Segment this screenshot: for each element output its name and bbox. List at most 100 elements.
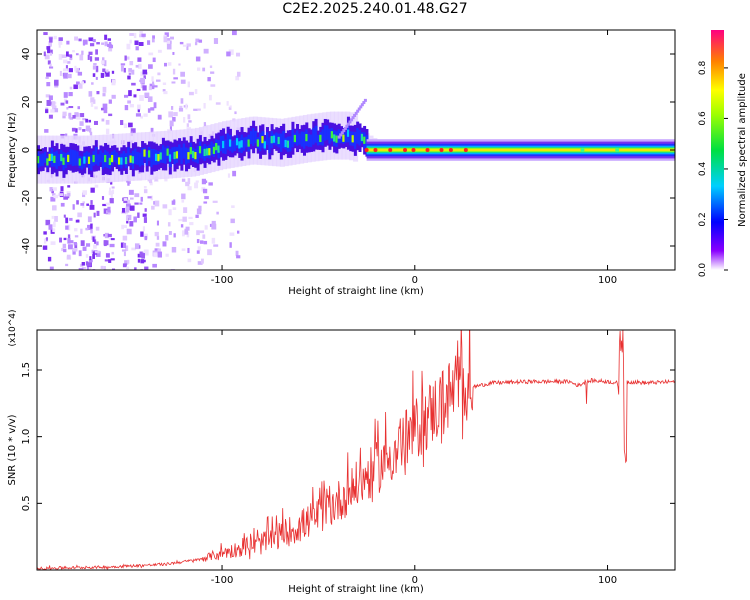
spectrogram-noise-cell xyxy=(101,42,105,45)
spectrogram-noise-cell xyxy=(199,230,205,234)
spectrogram-tail-cell xyxy=(359,105,363,109)
spectrogram-noise-cell xyxy=(69,117,74,120)
spectrogram-noise-cell xyxy=(124,245,129,252)
spectrogram-noise-cell xyxy=(152,35,155,39)
spectrogram-noise-cell xyxy=(137,63,142,69)
spectrogram-noise-cell xyxy=(67,234,71,240)
spectrogram-tail-cell xyxy=(346,122,350,126)
spectrogram-noise-cell xyxy=(48,101,52,105)
spectrogram-noise-cell xyxy=(169,126,172,131)
spectrogram-noise-cell xyxy=(62,114,66,119)
spectrogram-noise-cell xyxy=(111,82,116,86)
spectrogram-noise-cell xyxy=(120,120,124,126)
spectrogram-noise-cell xyxy=(102,93,106,97)
spectrogram-band-cell xyxy=(97,154,101,166)
spectrogram-tail-cell xyxy=(337,135,341,139)
spectrogram-tail-cell xyxy=(345,124,349,128)
spectrogram-band-cell xyxy=(353,131,357,149)
spectrogram-noise-cell xyxy=(53,221,56,228)
spectrogram-band-cell xyxy=(90,154,94,171)
spectrogram-noise-cell xyxy=(188,91,194,96)
spectrogram-noise-cell xyxy=(49,66,54,69)
spectrogram-noise-cell xyxy=(90,227,93,234)
spectrogram-noise-cell xyxy=(63,59,68,64)
spectrogram-noise-cell xyxy=(92,73,96,77)
spectrogram-peak-cell xyxy=(333,134,337,142)
spectrogram-peak-cell xyxy=(37,156,40,164)
spectrogram-noise-cell xyxy=(172,116,176,122)
spectrogram-noise-cell xyxy=(94,250,100,254)
spectrogram-noise-cell xyxy=(90,200,93,205)
spectrogram-noise-cell xyxy=(135,46,139,51)
spectrogram-band-cell xyxy=(150,148,154,168)
spectrogram-noise-cell xyxy=(235,75,240,81)
spectrogram-noise-cell xyxy=(49,266,54,270)
spectrogram-noise-cell xyxy=(94,239,97,244)
spectrogram-noise-cell xyxy=(209,223,213,227)
spectrogram-noise-cell xyxy=(89,43,95,47)
spectrogram-noise-cell xyxy=(162,204,168,209)
spectrogram-noise-cell xyxy=(81,267,86,270)
spectrogram-band-cell xyxy=(323,125,327,141)
spectrogram-noise-cell xyxy=(65,65,68,71)
x-tick-label: -100 xyxy=(211,575,234,586)
spectrogram-noise-cell xyxy=(58,54,63,60)
spectrogram-band-cell xyxy=(291,129,295,148)
spectrogram-noise-cell xyxy=(74,65,77,72)
spectrogram-noise-cell xyxy=(108,41,112,46)
spectrogram-tail-cell xyxy=(357,107,361,111)
spectrogram-noise-cell xyxy=(129,104,134,108)
spectrogram-noise-cell xyxy=(125,215,129,222)
spectrogram-noise-cell xyxy=(150,107,155,111)
spectrogram-noise-cell xyxy=(129,197,134,200)
spectrogram-noise-cell xyxy=(229,232,235,236)
spectrogram-noise-cell xyxy=(102,103,108,109)
spectrogram-noise-cell xyxy=(216,211,219,215)
spectrogram-noise-cell xyxy=(109,198,114,204)
spectrogram-noise-cell xyxy=(148,52,154,56)
spectrogram-band-cell xyxy=(138,152,142,167)
spectrogram-noise-cell xyxy=(207,249,212,256)
spectrogram-peak-cell xyxy=(189,147,193,155)
spectrogram-noise-cell xyxy=(65,133,68,137)
spectrogram-band-cell xyxy=(314,125,318,143)
spectrogram-noise-cell xyxy=(80,203,85,206)
spectrogram-noise-cell xyxy=(48,224,53,230)
spectrogram-noise-cell xyxy=(104,34,108,40)
spectrogram-noise-cell xyxy=(203,201,208,204)
spectrogram-noise-cell xyxy=(96,210,100,216)
spectrogram-noise-cell xyxy=(157,248,161,254)
spectrogram-noise-cell xyxy=(195,38,200,43)
spectrogram-noise-cell xyxy=(80,240,85,246)
spectrogram-noise-cell xyxy=(126,266,130,270)
spectrogram-noise-cell xyxy=(89,204,95,210)
spectrogram-noise-cell xyxy=(44,54,50,60)
spectrogram-band-cell xyxy=(141,148,145,166)
spectrogram-band-cell xyxy=(296,130,300,146)
spectrogram-noise-cell xyxy=(136,88,141,91)
spectrogram-noise-cell xyxy=(236,255,241,259)
spectrogram-band-cell xyxy=(245,136,249,148)
spectrogram-noise-cell xyxy=(105,253,110,258)
spectrogram-noise-cell xyxy=(167,222,171,227)
spectrogram-noise-cell xyxy=(68,54,73,58)
colorbar-tick-label: 0.0 xyxy=(698,263,708,278)
x-tick-label: 100 xyxy=(598,575,617,586)
spectrogram-noise-cell xyxy=(91,99,96,104)
spectrogram-noise-cell xyxy=(128,122,133,128)
spectrogram-noise-cell xyxy=(63,68,68,72)
spectrogram-hot-cell xyxy=(463,148,468,152)
spectrogram-noise-cell xyxy=(164,176,168,182)
spectrogram-noise-cell xyxy=(58,39,63,45)
spectrogram-noise-cell xyxy=(72,204,75,210)
spectrogram-noise-cell xyxy=(89,56,93,62)
spectrogram-noise-cell xyxy=(96,42,100,45)
spectrogram-peak-cell xyxy=(346,129,350,137)
spectrogram-noise-cell xyxy=(111,268,116,270)
spectrogram-band-cell xyxy=(122,150,126,166)
spectrogram-noise-cell xyxy=(179,41,184,45)
spectrogram-noise-cell xyxy=(95,226,100,231)
spectrogram-noise-cell xyxy=(178,63,181,66)
spectrogram-noise-cell xyxy=(75,53,79,56)
spectrogram-noise-cell xyxy=(77,106,81,110)
